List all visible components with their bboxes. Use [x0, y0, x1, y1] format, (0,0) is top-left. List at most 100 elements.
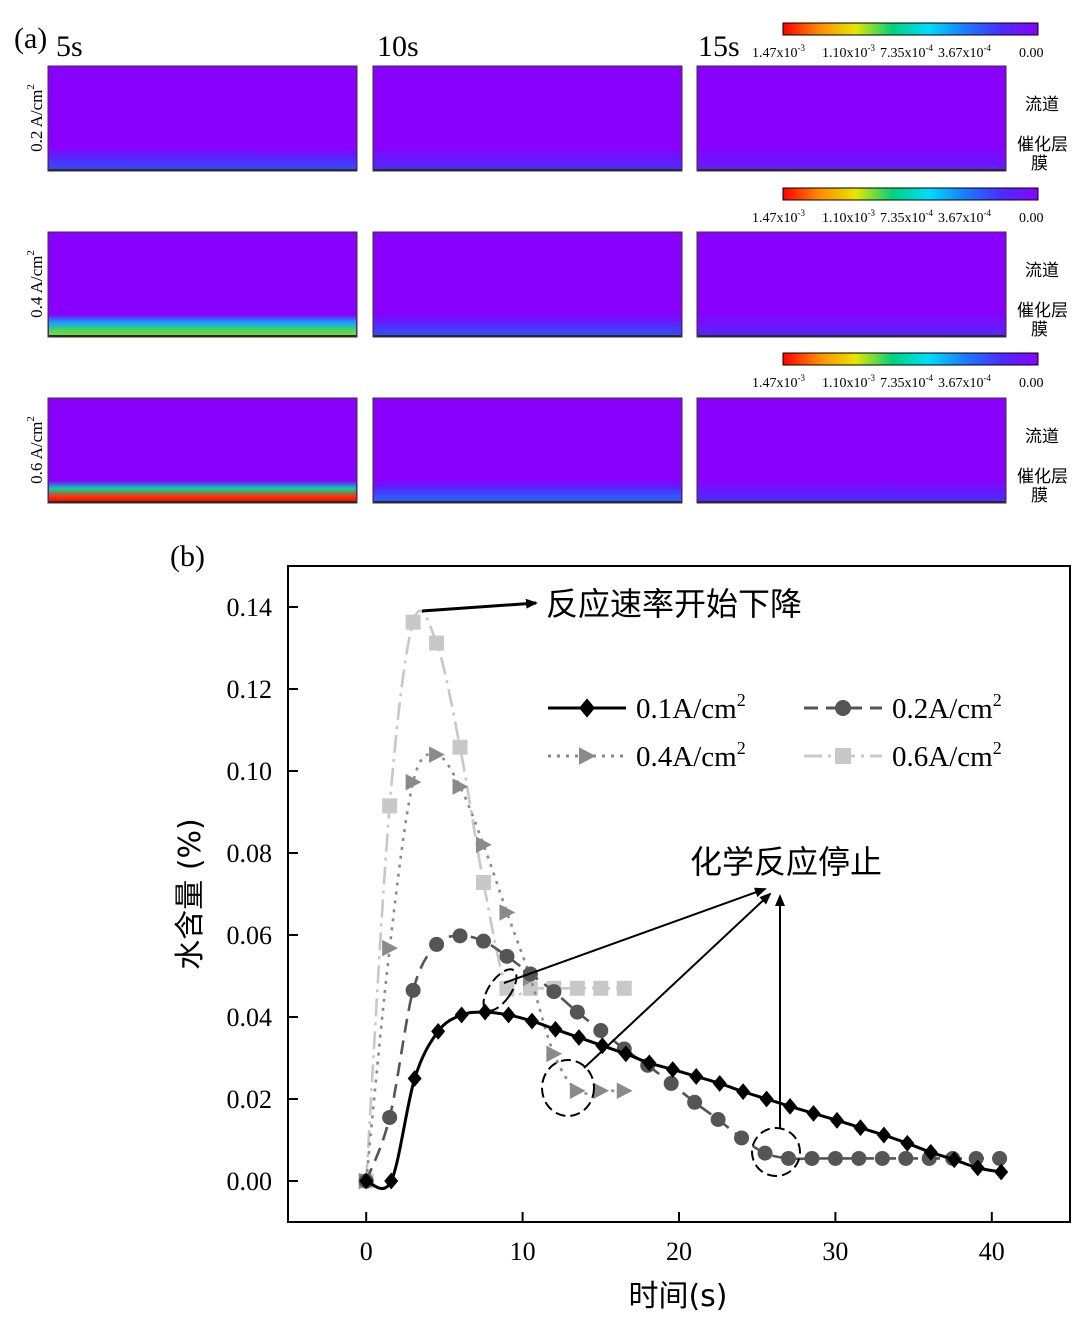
catalyst-layer-band	[374, 481, 681, 502]
colorbar-tick-label: 0.00	[1019, 46, 1044, 61]
contour-panel	[696, 397, 1007, 504]
data-point	[642, 1054, 657, 1072]
data-point	[835, 748, 851, 764]
colorbar-tick-label: 1.47x10-3	[752, 373, 805, 391]
data-point	[665, 1061, 680, 1078]
data-point	[663, 1075, 679, 1091]
y-tick-label: 0.12	[227, 675, 273, 704]
legend-entry: 0.2A/cm2	[804, 690, 1002, 725]
membrane-line	[698, 501, 1005, 503]
region-label: 膜	[1031, 320, 1048, 340]
annotation-reaction-stop: 化学反应停止	[690, 843, 882, 881]
y-tick-label: 0.02	[227, 1085, 273, 1114]
row-label-0.6: 0.6 A/cm2	[25, 416, 46, 484]
data-point	[429, 746, 445, 763]
data-point	[759, 1090, 774, 1108]
data-point	[452, 778, 469, 795]
data-point	[546, 1045, 563, 1063]
data-point	[476, 836, 492, 854]
x-tick-label: 40	[979, 1237, 1005, 1266]
colorbar: 1.47x10-3 1.10x10-3 7.35x10-4 3.67x10-4 0.00	[752, 352, 1044, 391]
highlight-ellipse-2	[541, 1059, 595, 1117]
x-tick-label: 10	[510, 1237, 536, 1266]
data-point	[431, 1022, 446, 1040]
colorbar-strip	[782, 22, 1039, 36]
membrane-line	[374, 169, 681, 171]
colorbar-tick-label: 1.47x10-3	[752, 208, 805, 226]
panel-a-label: (a)	[14, 22, 47, 55]
series-layer	[358, 609, 1009, 1191]
svg-text:0.6 A/cm2: 0.6 A/cm2	[25, 416, 46, 484]
data-point	[405, 982, 421, 998]
legend: 0.1A/cm2 0.2A/cm2 0.4A/cm2 0.6A/cm2	[548, 690, 1002, 773]
legend-label: 0.4A/cm2	[636, 738, 746, 773]
data-point	[571, 1029, 586, 1046]
data-point	[452, 928, 468, 944]
data-point	[407, 1070, 422, 1087]
series-line	[364, 609, 625, 1182]
region-label: 流道	[1025, 427, 1059, 447]
data-point	[710, 1112, 726, 1127]
catalyst-layer-band	[698, 315, 1005, 336]
data-point	[595, 1037, 610, 1055]
colorbar: 1.47x10-3 1.10x10-3 7.35x10-4 3.67x10-4 0.00	[752, 187, 1044, 226]
data-point	[994, 1163, 1009, 1181]
colorbar-tick-label: 3.67x10-4	[938, 373, 991, 391]
catalyst-layer-band	[374, 149, 681, 170]
membrane-line	[49, 335, 356, 337]
membrane-line	[374, 501, 681, 503]
data-point	[359, 1172, 374, 1190]
data-point	[476, 875, 491, 891]
y-tick-label: 0.06	[227, 921, 273, 950]
data-point	[454, 1006, 469, 1024]
series-2	[358, 746, 633, 1190]
region-label: 流道	[1025, 261, 1059, 281]
data-point	[499, 948, 515, 964]
svg-text:0.2 A/cm2: 0.2 A/cm2	[25, 84, 46, 152]
catalyst-layer-band	[49, 149, 356, 170]
catalyst-layer-band	[49, 481, 356, 502]
data-point	[429, 635, 445, 651]
contour-panel	[47, 231, 358, 338]
data-point	[382, 939, 398, 957]
data-point	[452, 739, 468, 755]
data-point	[546, 984, 562, 1000]
data-point	[874, 1150, 890, 1166]
region-label: 膜	[1031, 154, 1048, 174]
data-point	[569, 1082, 586, 1100]
data-point	[876, 1126, 891, 1144]
colorbar-tick-label: 1.10x10-3	[822, 43, 875, 61]
y-tick-label: 0.00	[227, 1167, 273, 1196]
data-point	[405, 773, 422, 791]
colorbar-tick-label: 1.10x10-3	[822, 373, 875, 391]
y-axis-title: 水含量 (%)	[173, 818, 208, 969]
data-point	[382, 1109, 398, 1125]
catalyst-layer-band	[698, 481, 1005, 502]
data-point	[780, 1150, 796, 1166]
contour-panel	[372, 65, 683, 172]
data-point	[992, 1150, 1008, 1166]
colorbar-tick-label: 3.67x10-4	[938, 43, 991, 61]
data-point	[898, 1150, 914, 1166]
data-point	[783, 1097, 798, 1115]
time-label-10s: 10s	[377, 30, 419, 63]
colorbar-strip	[782, 187, 1039, 201]
legend-entry: 0.1A/cm2	[548, 690, 746, 725]
series-3	[358, 609, 632, 1189]
contour-panel	[372, 231, 683, 338]
data-point	[593, 1023, 609, 1039]
x-tick-label: 30	[822, 1237, 848, 1266]
catalyst-layer-band	[49, 315, 356, 336]
membrane-line	[698, 335, 1005, 337]
y-tick-label: 0.04	[227, 1003, 273, 1032]
x-tick-label: 20	[666, 1237, 692, 1266]
colorbar-tick-label: 7.35x10-4	[880, 43, 933, 61]
time-label-5s: 5s	[56, 30, 83, 63]
data-point	[616, 980, 632, 996]
highlight-ellipse-3	[751, 1127, 801, 1177]
data-point	[712, 1075, 727, 1092]
region-label: 催化层	[1017, 467, 1068, 487]
arrow-stop-2	[583, 892, 772, 1069]
